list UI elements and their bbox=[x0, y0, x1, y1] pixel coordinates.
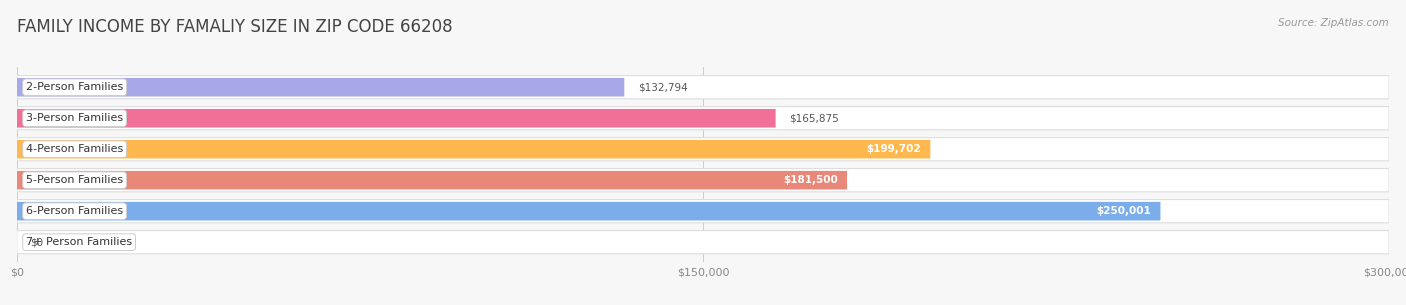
Text: 7+ Person Families: 7+ Person Families bbox=[27, 237, 132, 247]
Text: FAMILY INCOME BY FAMALIY SIZE IN ZIP CODE 66208: FAMILY INCOME BY FAMALIY SIZE IN ZIP COD… bbox=[17, 18, 453, 36]
Text: $199,702: $199,702 bbox=[866, 144, 921, 154]
Text: $181,500: $181,500 bbox=[783, 175, 838, 185]
Text: $132,794: $132,794 bbox=[638, 82, 688, 92]
FancyBboxPatch shape bbox=[17, 78, 624, 97]
Text: Source: ZipAtlas.com: Source: ZipAtlas.com bbox=[1278, 18, 1389, 28]
FancyBboxPatch shape bbox=[17, 140, 931, 159]
Text: $0: $0 bbox=[31, 237, 44, 247]
FancyBboxPatch shape bbox=[17, 202, 1160, 221]
FancyBboxPatch shape bbox=[17, 169, 1389, 192]
Text: $165,875: $165,875 bbox=[789, 113, 839, 123]
FancyBboxPatch shape bbox=[17, 109, 776, 127]
FancyBboxPatch shape bbox=[17, 199, 1389, 223]
Text: 6-Person Families: 6-Person Families bbox=[27, 206, 124, 216]
FancyBboxPatch shape bbox=[17, 138, 1389, 161]
Text: 5-Person Families: 5-Person Families bbox=[27, 175, 124, 185]
Text: 3-Person Families: 3-Person Families bbox=[27, 113, 124, 123]
Text: 2-Person Families: 2-Person Families bbox=[27, 82, 124, 92]
FancyBboxPatch shape bbox=[17, 107, 1389, 130]
Text: $250,001: $250,001 bbox=[1097, 206, 1152, 216]
FancyBboxPatch shape bbox=[17, 76, 1389, 99]
FancyBboxPatch shape bbox=[17, 231, 1389, 254]
FancyBboxPatch shape bbox=[17, 171, 846, 189]
Text: 4-Person Families: 4-Person Families bbox=[27, 144, 124, 154]
